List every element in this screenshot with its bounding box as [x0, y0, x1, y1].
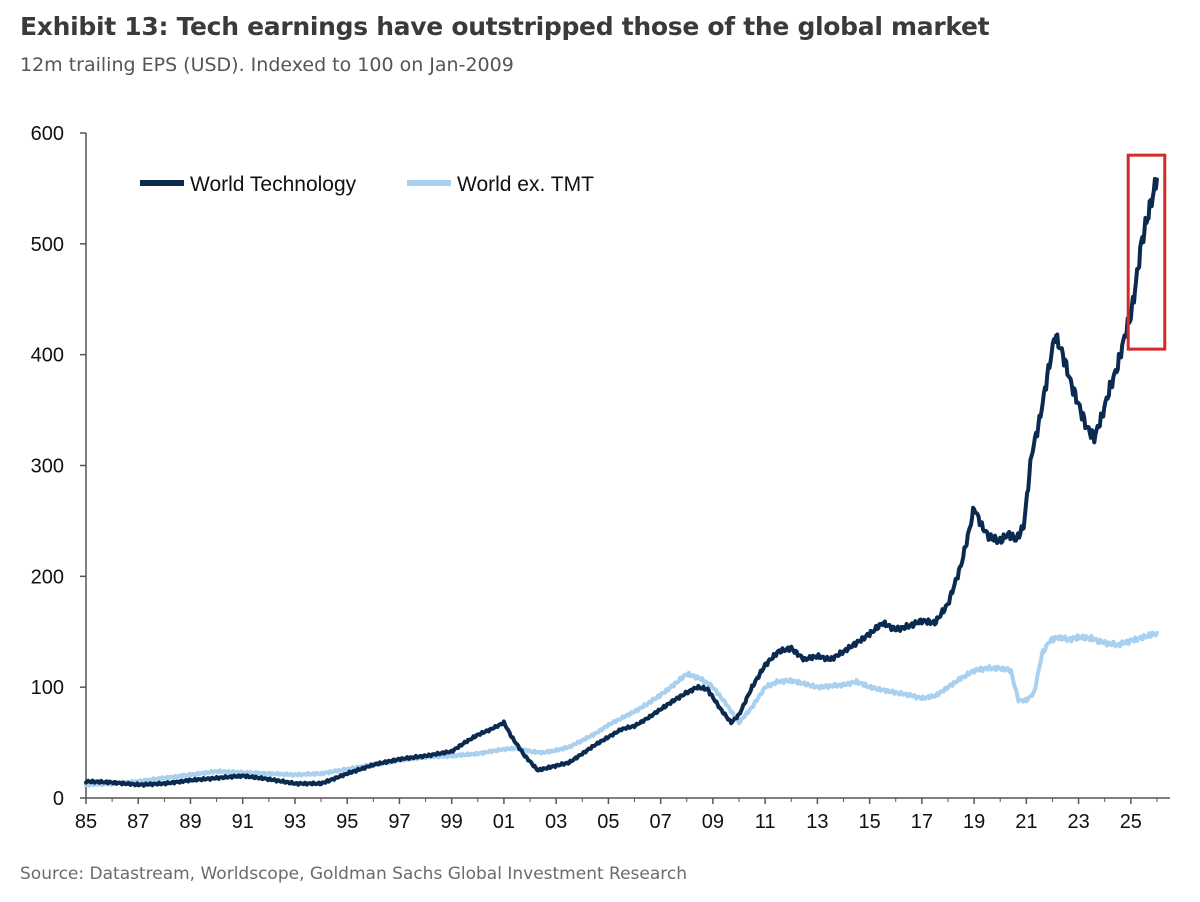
- x-tick-label: 87: [127, 811, 149, 833]
- x-tick-label: 01: [493, 811, 515, 833]
- highlight-box: [1126, 153, 1167, 351]
- legend-label-world-ex-tmt: World ex. TMT: [457, 173, 594, 196]
- x-tick-label: 93: [284, 811, 306, 833]
- y-tick-label: 600: [31, 123, 64, 145]
- chart-title: Exhibit 13: Tech earnings have outstripp…: [20, 12, 990, 41]
- x-tick-label: 97: [388, 811, 410, 833]
- y-axis-ticks: 0 100 200 300 400 500 600: [31, 123, 86, 810]
- x-tick-label: 05: [597, 811, 619, 833]
- series-line-world-technology: [84, 176, 1159, 788]
- x-tick-label: 99: [441, 811, 463, 833]
- x-axis-ticks: 85 87 89 91 93 95 97 99 01 03 05 07 09 11 13 15 17 19 21 23…: [75, 798, 1158, 833]
- chart-subtitle: 12m trailing EPS (USD). Indexed to 100 o…: [20, 54, 514, 76]
- x-tick-label: 07: [650, 811, 672, 833]
- y-tick-label: 0: [53, 788, 64, 810]
- y-tick-label: 100: [31, 677, 64, 699]
- legend: World Technology World ex. TMT: [140, 173, 594, 196]
- x-tick-label: 13: [806, 811, 828, 833]
- y-tick-label: 500: [31, 234, 64, 256]
- x-tick-label: 21: [1015, 811, 1037, 833]
- y-tick-label: 300: [31, 456, 64, 478]
- y-tick-label: 200: [31, 566, 64, 588]
- legend-label-world-technology: World Technology: [190, 173, 357, 196]
- series-lines: [84, 176, 1159, 788]
- x-tick-label: 85: [75, 811, 97, 833]
- axes: [85, 133, 1170, 799]
- x-tick-label: 15: [858, 811, 880, 833]
- x-tick-label: 19: [963, 811, 985, 833]
- x-tick-label: 11: [755, 811, 776, 833]
- x-tick-label: 91: [232, 811, 254, 833]
- x-tick-label: 17: [911, 811, 933, 833]
- x-tick-label: 95: [336, 811, 358, 833]
- x-tick-label: 89: [179, 811, 201, 833]
- x-tick-label: 09: [702, 811, 724, 833]
- x-tick-label: 03: [545, 811, 567, 833]
- x-tick-label: 25: [1120, 811, 1142, 833]
- y-tick-label: 400: [31, 345, 64, 367]
- x-tick-label: 23: [1067, 811, 1089, 833]
- series-line-world-ex-tmt: [84, 630, 1159, 788]
- source-note: Source: Datastream, Worldscope, Goldman …: [20, 864, 688, 884]
